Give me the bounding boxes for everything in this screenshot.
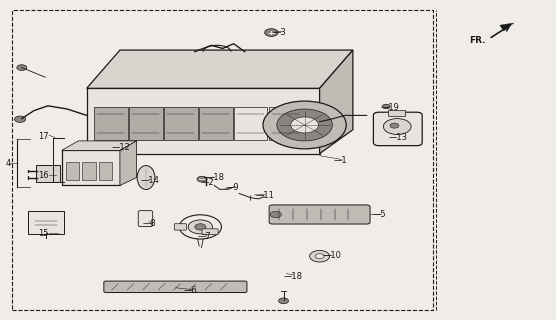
Circle shape bbox=[270, 211, 281, 218]
Circle shape bbox=[17, 65, 27, 70]
FancyBboxPatch shape bbox=[234, 107, 267, 140]
Polygon shape bbox=[120, 141, 137, 186]
Text: —6: —6 bbox=[183, 286, 197, 295]
Circle shape bbox=[195, 224, 206, 230]
FancyArrowPatch shape bbox=[491, 26, 510, 37]
FancyBboxPatch shape bbox=[28, 211, 64, 234]
Polygon shape bbox=[500, 23, 514, 31]
Polygon shape bbox=[320, 50, 353, 154]
Text: —18: —18 bbox=[284, 272, 302, 281]
Bar bbox=[12, 10, 433, 310]
Text: —14: —14 bbox=[141, 176, 160, 185]
FancyBboxPatch shape bbox=[164, 107, 197, 140]
Text: —19: —19 bbox=[381, 103, 399, 112]
FancyBboxPatch shape bbox=[36, 165, 60, 182]
FancyBboxPatch shape bbox=[66, 162, 79, 180]
Text: —3: —3 bbox=[272, 28, 286, 37]
Text: —7: —7 bbox=[197, 232, 211, 241]
Circle shape bbox=[265, 29, 278, 36]
FancyBboxPatch shape bbox=[174, 224, 186, 230]
Text: —1: —1 bbox=[334, 156, 347, 164]
Text: —11: —11 bbox=[256, 190, 275, 200]
Text: —18: —18 bbox=[206, 173, 225, 182]
Circle shape bbox=[188, 220, 212, 234]
FancyBboxPatch shape bbox=[198, 107, 232, 140]
Text: 4: 4 bbox=[6, 159, 11, 168]
Polygon shape bbox=[87, 88, 320, 154]
FancyBboxPatch shape bbox=[104, 281, 247, 292]
Circle shape bbox=[197, 176, 207, 182]
Text: —9: —9 bbox=[225, 183, 239, 192]
Circle shape bbox=[315, 254, 324, 259]
Circle shape bbox=[291, 117, 319, 133]
Text: —5: —5 bbox=[373, 210, 386, 219]
Circle shape bbox=[383, 104, 390, 109]
Text: —13: —13 bbox=[389, 133, 408, 142]
Polygon shape bbox=[62, 141, 137, 150]
Text: —12: —12 bbox=[112, 143, 131, 152]
Text: 16: 16 bbox=[38, 171, 49, 180]
Polygon shape bbox=[62, 150, 120, 186]
Text: —2: —2 bbox=[200, 178, 214, 187]
Text: FR.: FR. bbox=[469, 36, 486, 45]
Polygon shape bbox=[87, 50, 353, 88]
Ellipse shape bbox=[137, 165, 155, 189]
FancyBboxPatch shape bbox=[94, 107, 128, 140]
Circle shape bbox=[14, 116, 26, 123]
Circle shape bbox=[310, 251, 330, 262]
FancyBboxPatch shape bbox=[269, 205, 370, 224]
Text: 15: 15 bbox=[38, 229, 49, 238]
Text: —8: —8 bbox=[142, 219, 156, 228]
FancyBboxPatch shape bbox=[82, 162, 96, 180]
FancyBboxPatch shape bbox=[99, 162, 112, 180]
Circle shape bbox=[390, 123, 399, 128]
FancyBboxPatch shape bbox=[374, 112, 422, 146]
Circle shape bbox=[384, 119, 411, 134]
Text: —10: —10 bbox=[322, 251, 341, 260]
Circle shape bbox=[279, 298, 289, 304]
Circle shape bbox=[277, 109, 332, 141]
FancyBboxPatch shape bbox=[129, 107, 163, 140]
Text: 17: 17 bbox=[38, 132, 49, 140]
FancyBboxPatch shape bbox=[269, 107, 302, 140]
FancyBboxPatch shape bbox=[389, 110, 405, 116]
Circle shape bbox=[263, 101, 346, 149]
FancyBboxPatch shape bbox=[138, 211, 153, 227]
FancyBboxPatch shape bbox=[202, 229, 218, 235]
